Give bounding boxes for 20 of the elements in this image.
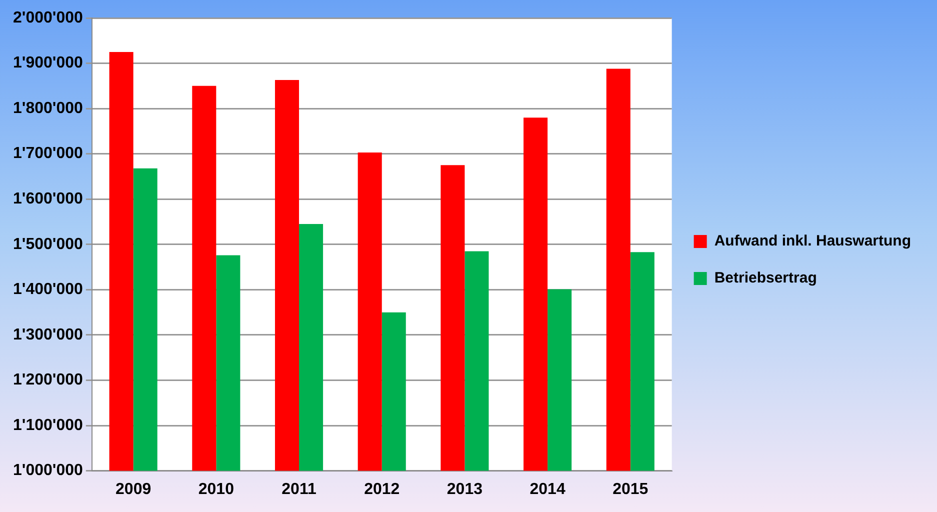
y-tick-label: 1'300'000: [12, 326, 83, 344]
legend-label: Aufwand inkl. Hauswartung: [714, 232, 912, 250]
x-tick-label: 2011: [282, 480, 316, 498]
y-tick-label: 1'900'000: [12, 54, 83, 72]
y-tick-label: 1'100'000: [12, 416, 83, 434]
legend-label: Betriebsertrag: [714, 270, 817, 287]
x-tick-label: 2010: [198, 480, 234, 498]
y-tick-label: 1'200'000: [12, 372, 83, 389]
x-tick-label: 2013: [446, 480, 483, 498]
x-tick-label: 2012: [364, 480, 400, 498]
x-tick-label: 2014: [530, 480, 566, 498]
y-tick-label: 1'400'000: [12, 281, 83, 298]
y-tick-label: 1'800'000: [12, 100, 83, 117]
x-tick-label: 2009: [116, 480, 152, 498]
y-tick-label: 1'000'000: [12, 462, 83, 480]
y-tick-label: 2'000'000: [12, 9, 83, 26]
y-tick-label: 1'700'000: [12, 145, 83, 162]
x-tick-label: 2015: [612, 480, 648, 498]
y-tick-label: 1'500'000: [12, 236, 83, 253]
y-tick-label: 1'600'000: [12, 190, 83, 208]
